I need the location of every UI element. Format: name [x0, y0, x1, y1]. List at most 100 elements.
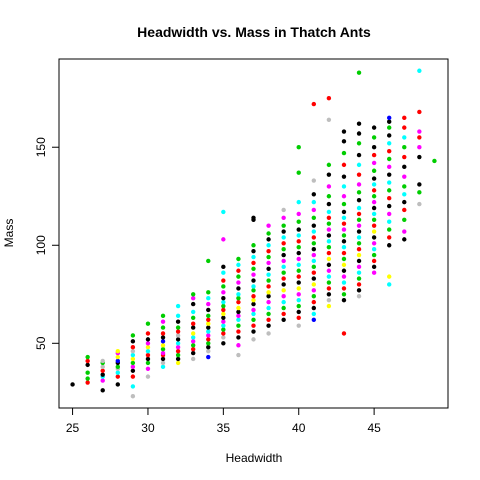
data-point	[372, 182, 376, 186]
data-point	[266, 237, 270, 241]
data-point	[402, 155, 406, 159]
data-point	[251, 267, 255, 271]
x-tick-label: 35	[217, 421, 231, 435]
data-point	[206, 314, 210, 318]
y-tick-label: 150	[34, 137, 48, 157]
data-point	[387, 243, 391, 247]
data-point	[221, 323, 225, 327]
data-point	[206, 333, 210, 337]
data-point	[281, 294, 285, 298]
data-point	[281, 271, 285, 275]
data-point	[342, 151, 346, 155]
data-point	[372, 135, 376, 139]
data-point	[161, 314, 165, 318]
data-point	[176, 333, 180, 337]
data-point	[101, 388, 105, 392]
data-point	[131, 369, 135, 373]
data-point	[402, 174, 406, 178]
data-point	[357, 153, 361, 157]
data-point	[101, 378, 105, 382]
data-point	[372, 253, 376, 257]
data-point	[312, 241, 316, 245]
data-point	[176, 337, 180, 341]
data-point	[342, 227, 346, 231]
data-point	[297, 200, 301, 204]
data-point	[387, 172, 391, 176]
data-point	[206, 325, 210, 329]
data-point	[327, 96, 331, 100]
data-point	[161, 331, 165, 335]
data-point	[176, 320, 180, 324]
data-point	[161, 343, 165, 347]
data-point	[372, 161, 376, 165]
data-point	[372, 212, 376, 216]
data-point	[327, 263, 331, 267]
data-point	[327, 163, 331, 167]
data-point	[266, 323, 270, 327]
data-point	[191, 321, 195, 325]
data-point	[281, 288, 285, 292]
data-point	[327, 216, 331, 220]
data-point	[402, 165, 406, 169]
data-point	[221, 278, 225, 282]
data-point	[266, 272, 270, 276]
data-point	[387, 125, 391, 129]
data-point	[101, 372, 105, 376]
data-point	[85, 376, 89, 380]
data-point	[342, 245, 346, 249]
data-point	[327, 269, 331, 273]
data-point	[266, 306, 270, 310]
data-point	[251, 294, 255, 298]
data-point	[251, 216, 255, 220]
data-point	[251, 323, 255, 327]
data-point	[357, 212, 361, 216]
data-point	[236, 280, 240, 284]
data-point	[357, 294, 361, 298]
data-point	[161, 320, 165, 324]
data-point	[312, 208, 316, 212]
data-point	[297, 280, 301, 284]
data-point	[236, 300, 240, 304]
data-point	[146, 331, 150, 335]
data-point	[357, 182, 361, 186]
data-point	[191, 347, 195, 351]
data-point	[297, 245, 301, 249]
data-point	[342, 216, 346, 220]
data-point	[357, 190, 361, 194]
data-point	[206, 308, 210, 312]
data-point	[221, 316, 225, 320]
data-point	[116, 355, 120, 359]
data-point	[387, 212, 391, 216]
data-point	[357, 141, 361, 145]
data-point	[266, 331, 270, 335]
data-point	[191, 335, 195, 339]
data-point	[327, 251, 331, 255]
data-point	[191, 316, 195, 320]
data-point	[146, 374, 150, 378]
data-point	[297, 274, 301, 278]
data-point	[417, 69, 421, 73]
data-point	[357, 172, 361, 176]
data-point	[85, 371, 89, 375]
data-point	[221, 335, 225, 339]
data-point	[327, 304, 331, 308]
data-point	[387, 282, 391, 286]
data-point	[312, 294, 316, 298]
data-point	[372, 188, 376, 192]
data-point	[146, 367, 150, 371]
data-point	[221, 284, 225, 288]
data-point	[131, 357, 135, 361]
data-point	[221, 304, 225, 308]
data-point	[342, 263, 346, 267]
data-point	[342, 292, 346, 296]
data-point	[387, 116, 391, 120]
data-point	[251, 288, 255, 292]
x-axis-label: Headwidth	[226, 451, 283, 465]
data-point	[236, 286, 240, 290]
data-point	[357, 198, 361, 202]
data-point	[342, 280, 346, 284]
data-point	[161, 347, 165, 351]
data-point	[372, 259, 376, 263]
data-point	[131, 353, 135, 357]
